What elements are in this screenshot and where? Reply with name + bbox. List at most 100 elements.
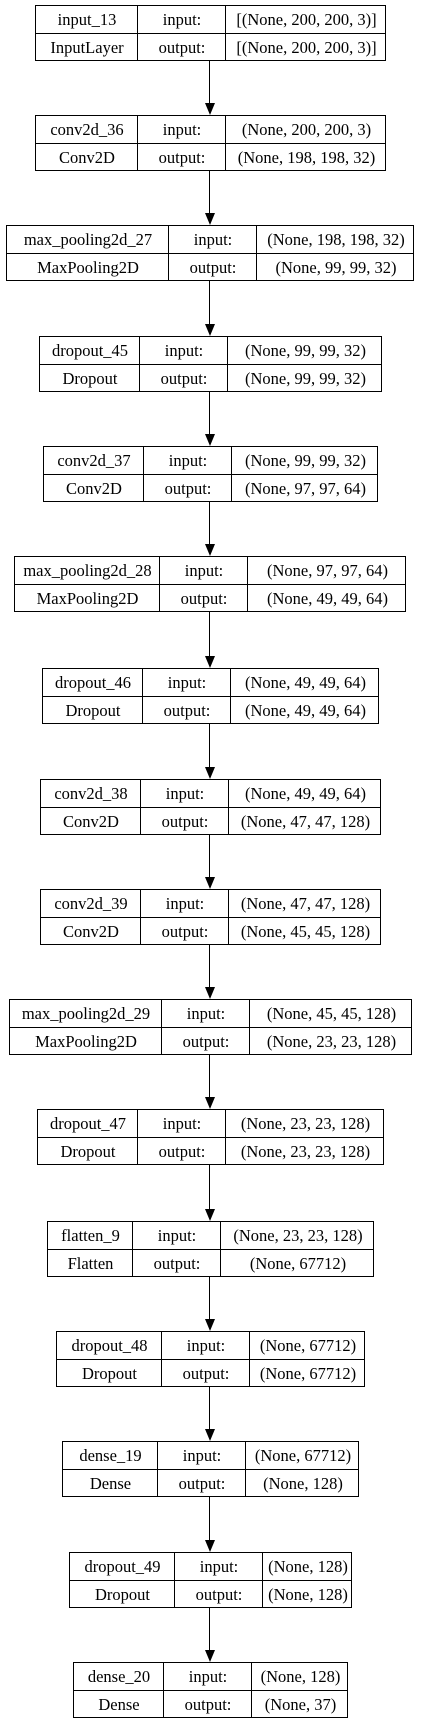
input-label: input:	[186, 1336, 226, 1355]
layer-node: flatten_9 Flatten input: output: (None, 23, …	[47, 1221, 374, 1277]
row-divider	[70, 1580, 351, 1581]
output-label: output:	[195, 1585, 243, 1604]
output-label: output:	[160, 369, 208, 388]
input-label: input:	[186, 1004, 226, 1023]
output-shape: (None, 128)	[268, 1585, 348, 1604]
connector-line	[209, 945, 211, 987]
connector-line	[209, 724, 211, 767]
output-label: output:	[158, 1142, 206, 1161]
layer-name: conv2d_39	[54, 894, 128, 913]
arrow-head-icon	[204, 877, 215, 889]
connector-line	[209, 61, 211, 103]
layer-type: InputLayer	[50, 38, 124, 57]
arrow-head-icon	[204, 656, 215, 668]
output-label: output:	[163, 701, 211, 720]
output-shape: (None, 128)	[263, 1474, 343, 1493]
output-label: output:	[158, 148, 206, 167]
layer-name: dropout_47	[49, 1114, 127, 1133]
layer-node: dropout_46 Dropout input: output: (None, 49,…	[42, 668, 379, 724]
output-label: output:	[182, 1032, 230, 1051]
input-shape: (None, 23, 23, 128)	[233, 1226, 363, 1245]
layer-name: max_pooling2d_29	[21, 1004, 151, 1023]
layer-node: max_pooling2d_28 MaxPooling2D input: output…	[14, 556, 406, 612]
layer-name: dropout_45	[51, 341, 129, 360]
input-label: input:	[168, 451, 208, 470]
output-label: output:	[189, 258, 237, 277]
layer-name: conv2d_36	[50, 120, 124, 139]
connector-line	[209, 612, 211, 656]
layer-type: MaxPooling2D	[35, 1032, 137, 1051]
output-shape: (None, 198, 198, 32)	[237, 148, 376, 167]
layer-type: Dropout	[95, 1585, 150, 1604]
input-label: input:	[184, 561, 224, 580]
layer-type: Conv2D	[66, 479, 122, 498]
layer-name: dropout_49	[84, 1557, 161, 1576]
arrow-head-icon	[204, 213, 215, 225]
layer-type: Dropout	[65, 701, 121, 720]
layer-name: flatten_9	[61, 1226, 120, 1245]
output-label: output:	[184, 1695, 232, 1714]
arrow-head-icon	[204, 434, 215, 446]
arrow-head-icon	[204, 544, 215, 556]
input-shape: (None, 23, 23, 128)	[240, 1114, 371, 1133]
row-divider	[38, 1137, 383, 1138]
layer-type: Dropout	[60, 1142, 116, 1161]
connector-line	[209, 502, 211, 544]
output-shape: [(None, 200, 200, 3)]	[236, 38, 377, 57]
row-divider	[36, 143, 385, 144]
layer-name: input_13	[57, 10, 117, 29]
layer-name: max_pooling2d_27	[23, 230, 153, 249]
layer-name: dropout_46	[54, 673, 132, 692]
layer-node: dropout_48 Dropout input: output: (None, 677…	[56, 1331, 365, 1387]
input-shape: (None, 45, 45, 128)	[266, 1004, 397, 1023]
arrow-head-icon	[204, 987, 215, 999]
input-shape: (None, 128)	[260, 1667, 341, 1686]
input-label: input:	[162, 1114, 202, 1133]
input-label: input:	[165, 784, 205, 803]
row-divider	[48, 1249, 373, 1250]
input-shape: (None, 99, 99, 32)	[245, 451, 366, 470]
output-shape: (None, 23, 23, 128)	[266, 1032, 397, 1051]
layer-type: Dense	[98, 1695, 140, 1714]
arrow-head-icon	[204, 1319, 215, 1331]
connector-line	[209, 1387, 211, 1429]
layer-type: Dropout	[62, 369, 118, 388]
row-divider	[41, 917, 380, 918]
layer-name: conv2d_38	[54, 784, 128, 803]
input-label: input:	[162, 10, 202, 29]
layer-type: Conv2D	[63, 922, 119, 941]
input-shape: [(None, 200, 200, 3)]	[236, 10, 377, 29]
connector-line	[209, 835, 211, 877]
output-label: output:	[161, 812, 209, 831]
input-shape: (None, 67712)	[259, 1336, 357, 1355]
arrow-head-icon	[204, 1540, 215, 1552]
row-divider	[7, 253, 413, 254]
layer-type: Conv2D	[59, 148, 115, 167]
row-divider	[74, 1690, 347, 1691]
input-shape: (None, 128)	[268, 1557, 348, 1576]
input-label: input:	[182, 1446, 222, 1465]
connector-line	[209, 171, 211, 213]
layer-node: dropout_47 Dropout input: output: (None, 23,…	[37, 1109, 384, 1165]
output-label: output:	[164, 479, 212, 498]
layer-name: dense_19	[79, 1446, 142, 1465]
output-label: output:	[153, 1254, 201, 1273]
layer-node: input_13 InputLayer input: output: [(None, 2…	[35, 5, 386, 61]
connector-line	[209, 1277, 211, 1319]
layer-name: dropout_48	[71, 1336, 148, 1355]
row-divider	[41, 807, 380, 808]
layer-type: Conv2D	[63, 812, 119, 831]
output-shape: (None, 37)	[264, 1695, 337, 1714]
layer-name: max_pooling2d_28	[23, 561, 152, 580]
layer-type: MaxPooling2D	[36, 589, 139, 608]
input-shape: (None, 47, 47, 128)	[240, 894, 371, 913]
row-divider	[43, 696, 378, 697]
layer-node: conv2d_36 Conv2D input: output: (None, 200, …	[35, 115, 386, 171]
output-shape: (None, 67712)	[249, 1254, 347, 1273]
output-shape: (None, 99, 99, 32)	[245, 369, 366, 388]
input-shape: (None, 67712)	[254, 1446, 352, 1465]
layer-node: dropout_49 Dropout input: output: (None, 128…	[69, 1552, 352, 1608]
layer-node: conv2d_37 Conv2D input: output: (None, 99, 9…	[43, 446, 378, 502]
input-label: input:	[167, 673, 207, 692]
